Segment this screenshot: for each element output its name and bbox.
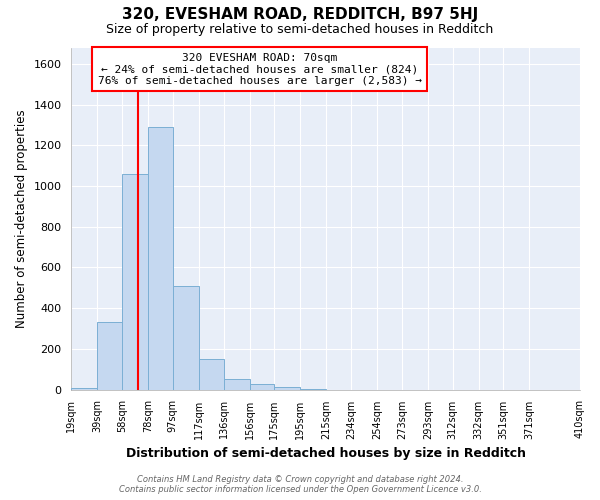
Bar xyxy=(301,388,326,390)
Bar xyxy=(122,174,148,390)
Text: 320, EVESHAM ROAD, REDDITCH, B97 5HJ: 320, EVESHAM ROAD, REDDITCH, B97 5HJ xyxy=(122,8,478,22)
Text: Contains HM Land Registry data © Crown copyright and database right 2024.
Contai: Contains HM Land Registry data © Crown c… xyxy=(119,474,481,494)
Bar xyxy=(274,386,301,390)
Bar xyxy=(71,388,97,390)
Text: 320 EVESHAM ROAD: 70sqm
← 24% of semi-detached houses are smaller (824)
76% of s: 320 EVESHAM ROAD: 70sqm ← 24% of semi-de… xyxy=(98,52,422,86)
Bar xyxy=(250,384,274,390)
Bar xyxy=(199,359,224,390)
X-axis label: Distribution of semi-detached houses by size in Redditch: Distribution of semi-detached houses by … xyxy=(126,447,526,460)
Bar xyxy=(173,286,199,390)
Bar xyxy=(148,127,173,390)
Bar xyxy=(97,322,122,390)
Y-axis label: Number of semi-detached properties: Number of semi-detached properties xyxy=(15,109,28,328)
Bar xyxy=(224,380,250,390)
Text: Size of property relative to semi-detached houses in Redditch: Size of property relative to semi-detach… xyxy=(106,22,494,36)
